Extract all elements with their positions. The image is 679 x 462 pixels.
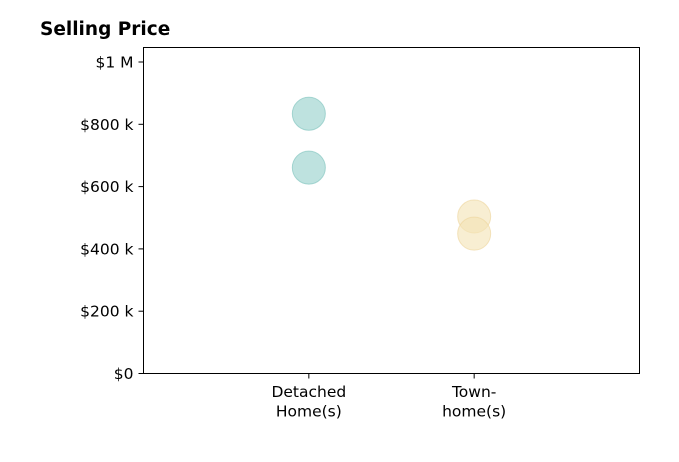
y-tick-label: $1 M	[95, 54, 133, 72]
x-axis: Detached Home(s) Town-home(s)	[271, 373, 506, 421]
data-point	[291, 150, 326, 185]
y-tick-label: $800 k	[80, 116, 133, 134]
x-tick-label: Town-	[451, 383, 496, 401]
y-tick-label: $0	[114, 365, 134, 383]
chart-title: Selling Price	[40, 19, 170, 40]
y-tick-label: $600 k	[80, 178, 133, 196]
x-tick-label: Home(s)	[276, 403, 342, 421]
data-point	[291, 96, 326, 131]
y-axis: $0 $200 k $400 k $600 k $800 k $1 M	[80, 54, 144, 383]
y-tick-label: $200 k	[80, 303, 133, 321]
data-points	[291, 96, 492, 251]
data-point	[457, 216, 492, 251]
x-tick-label: home(s)	[442, 403, 506, 421]
plot-frame	[143, 47, 640, 374]
x-tick-label: Detached	[271, 383, 346, 401]
y-tick-label: $400 k	[80, 240, 133, 258]
